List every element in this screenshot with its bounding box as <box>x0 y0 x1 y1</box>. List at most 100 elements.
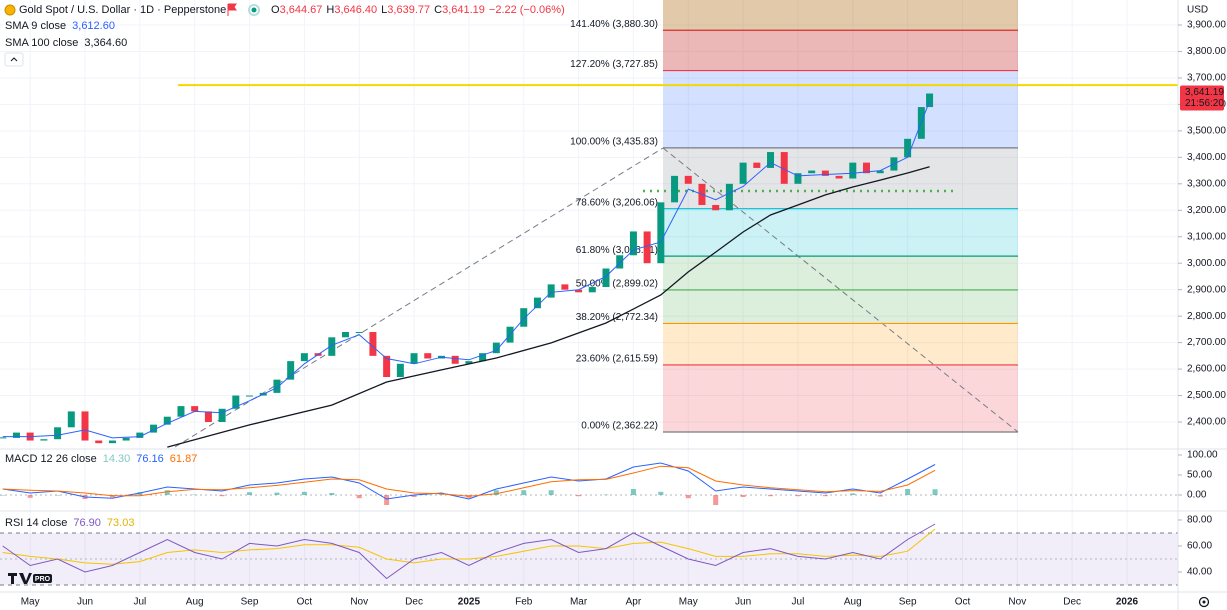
histogram-bar <box>438 494 444 495</box>
histogram-bar <box>877 495 883 497</box>
rsi-legend[interactable]: RSI 14 close 76.90 73.03 <box>5 517 134 529</box>
y-tick-label: 3,000.00 <box>1187 258 1226 269</box>
macd-value: 76.16 <box>136 453 164 465</box>
candle-body <box>122 437 130 441</box>
candle-body <box>191 406 199 412</box>
fib-label: 100.00% (3,435.83) <box>570 136 658 147</box>
histogram-bar <box>384 495 390 505</box>
candle-body <box>108 440 116 444</box>
fib-label: 23.60% (2,615.59) <box>576 354 658 365</box>
histogram-bar <box>795 495 801 497</box>
candle-body <box>849 162 857 179</box>
x-tick-label: Nov <box>350 597 368 608</box>
ohlc-key: O <box>271 4 280 16</box>
histogram-bar <box>274 492 280 495</box>
flag-icon[interactable] <box>227 3 237 16</box>
rsi-name: RSI 14 close <box>5 517 67 529</box>
histogram-bar <box>493 490 499 495</box>
macd-legend[interactable]: MACD 12 26 close 14.30 76.16 61.87 <box>5 453 197 465</box>
candle-body <box>821 170 829 176</box>
x-tick-label: Feb <box>515 597 533 608</box>
candle-body <box>808 170 816 174</box>
candle-body <box>383 355 391 378</box>
candle-body <box>328 337 336 356</box>
candle-body <box>246 395 254 397</box>
sma-name: SMA 100 close <box>5 37 78 49</box>
y-tick-label: 2,700.00 <box>1187 337 1226 348</box>
y-tick-label: 2,600.00 <box>1187 364 1226 375</box>
y-tick-label: 60.00 <box>1187 541 1212 552</box>
histogram-bar <box>247 492 253 495</box>
histogram-bar <box>329 493 335 495</box>
candle-body <box>369 332 377 356</box>
settings-icon-center <box>1202 600 1206 604</box>
histogram-bar <box>548 490 554 495</box>
sma-legend[interactable]: SMA 9 close 3,612.60 <box>5 20 115 32</box>
ohlc-key: L <box>381 4 387 16</box>
candle-body <box>12 432 20 438</box>
y-tick-label: 3,100.00 <box>1187 231 1226 242</box>
ohlc-key: H <box>326 4 334 16</box>
histogram-bar <box>658 491 664 495</box>
y-tick-label: 2,800.00 <box>1187 311 1226 322</box>
ohlc-legend: O3,644.67 H3,646.40 L3,639.77 C3,641.19 −2.2… <box>271 4 565 16</box>
candle-body <box>862 162 870 174</box>
y-tick-label: 3,900.00 <box>1187 20 1226 31</box>
candle-body <box>657 202 665 264</box>
fib-band <box>663 208 1018 257</box>
collapse-button[interactable] <box>4 52 24 67</box>
x-tick-label: Apr <box>626 597 642 608</box>
histogram-bar <box>164 490 170 495</box>
candle-body <box>218 408 226 423</box>
candle-body <box>465 361 473 364</box>
y-tick-label: 50.00 <box>1187 470 1212 481</box>
candle-body <box>712 204 720 211</box>
candle-body <box>739 162 747 184</box>
ohlc-value: 3,641.19 <box>442 4 485 16</box>
y-tick-label: 3,300.00 <box>1187 178 1226 189</box>
market-status <box>248 4 260 16</box>
candle-body <box>643 231 651 264</box>
x-tick-label: Jul <box>133 597 146 608</box>
histogram-bar <box>740 495 746 497</box>
histogram-bar <box>630 489 636 495</box>
settings-icon[interactable] <box>1198 596 1210 608</box>
rsi-line <box>2 523 936 580</box>
x-tick-label: Sep <box>899 597 917 608</box>
candle-body <box>671 175 679 203</box>
y-tick-label: 3,800.00 <box>1187 46 1226 57</box>
macd-line <box>2 462 936 500</box>
histogram-bar <box>822 495 828 497</box>
x-tick-label: May <box>21 597 40 608</box>
candle-body <box>835 175 843 179</box>
x-tick-label: Nov <box>1008 597 1026 608</box>
histogram-bar <box>192 494 198 496</box>
candle-body <box>616 255 624 269</box>
x-tick-label: Oct <box>297 597 313 608</box>
candle-body <box>753 162 761 168</box>
sma-value: 3,364.60 <box>84 37 127 49</box>
fib-label: 141.40% (3,880.30) <box>570 19 658 30</box>
x-tick-label: May <box>679 597 698 608</box>
x-tick-label: Mar <box>570 597 588 608</box>
tv-logo[interactable] <box>8 573 32 584</box>
y-tick-label: 3,200.00 <box>1187 205 1226 216</box>
y-tick-label: 80.00 <box>1187 515 1212 526</box>
sma-legend[interactable]: SMA 100 close 3,364.60 <box>5 37 127 49</box>
y-tick-label: 100.00 <box>1187 450 1218 461</box>
x-tick-label: 2026 <box>1116 597 1139 608</box>
symbol-title[interactable]: Gold Spot / U.S. Dollar · 1D · Peppersto… <box>19 4 226 16</box>
fib-band <box>663 0 1018 31</box>
histogram-bar <box>685 495 691 499</box>
data-layer <box>0 93 938 580</box>
candle-body <box>355 332 363 334</box>
candle-body <box>163 416 171 425</box>
fib-band <box>663 70 1018 148</box>
candle-body <box>876 170 884 174</box>
collapse-caret <box>10 57 18 62</box>
candle-body <box>287 361 295 380</box>
histogram-bar <box>603 494 609 496</box>
y-tick-label: 3,700.00 <box>1187 73 1226 84</box>
candle-body <box>95 440 103 444</box>
